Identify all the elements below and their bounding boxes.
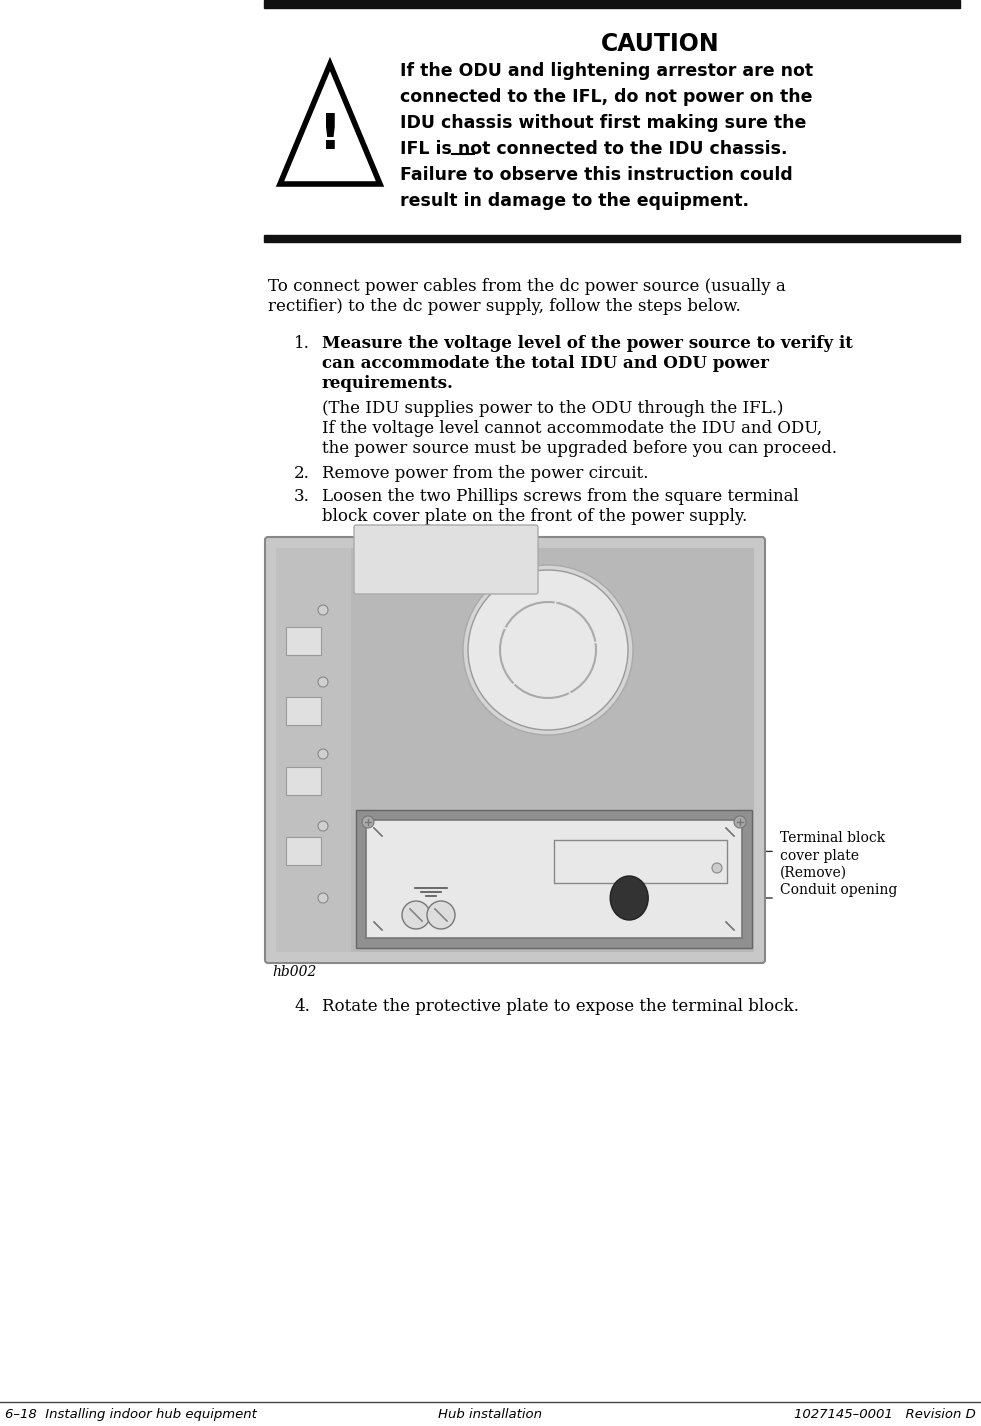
Text: requirements.: requirements.	[322, 375, 454, 392]
Text: hb002: hb002	[272, 965, 317, 980]
Text: result in damage to the equipment.: result in damage to the equipment.	[400, 193, 749, 210]
Text: 4.: 4.	[294, 998, 310, 1015]
Bar	[286, 627, 321, 655]
Text: the power source must be upgraded before you can proceed.: the power source must be upgraded before…	[322, 441, 837, 456]
Text: !: !	[319, 111, 341, 160]
Text: connected to the IFL, do not power on the: connected to the IFL, do not power on th…	[400, 88, 812, 106]
Bar	[356, 810, 752, 948]
Polygon shape	[280, 64, 380, 184]
Text: Rotate the protective plate to expose the terminal block.: Rotate the protective plate to expose th…	[322, 998, 799, 1015]
Text: CAUTION: CAUTION	[600, 31, 719, 56]
Bar	[264, 235, 960, 242]
Bar	[276, 548, 754, 953]
Circle shape	[318, 821, 328, 831]
Circle shape	[712, 863, 722, 873]
Text: block cover plate on the front of the power supply.: block cover plate on the front of the po…	[322, 508, 748, 525]
Text: can accommodate the total IDU and ODU power: can accommodate the total IDU and ODU po…	[322, 355, 769, 372]
Text: rectifier) to the dc power supply, follow the steps below.: rectifier) to the dc power supply, follo…	[268, 298, 741, 315]
Bar	[366, 820, 742, 938]
Text: IDU chassis without first making sure the: IDU chassis without first making sure th…	[400, 114, 806, 133]
Text: 6–18  Installing indoor hub equipment: 6–18 Installing indoor hub equipment	[5, 1407, 257, 1420]
Circle shape	[318, 893, 328, 903]
Text: Terminal block
cover plate
(Remove): Terminal block cover plate (Remove)	[780, 831, 885, 880]
Bar	[286, 837, 321, 866]
Circle shape	[734, 816, 746, 829]
Circle shape	[402, 901, 430, 928]
FancyBboxPatch shape	[354, 525, 538, 595]
Bar	[286, 697, 321, 724]
Circle shape	[463, 565, 633, 734]
Bar	[554, 840, 727, 883]
Circle shape	[468, 570, 628, 730]
Text: 1.: 1.	[294, 335, 310, 352]
Bar	[276, 548, 351, 953]
Text: Measure the voltage level of the power source to verify it: Measure the voltage level of the power s…	[322, 335, 852, 352]
Text: Conduit opening: Conduit opening	[780, 883, 898, 897]
Ellipse shape	[610, 876, 648, 920]
Circle shape	[318, 605, 328, 615]
Text: If the voltage level cannot accommodate the IDU and ODU,: If the voltage level cannot accommodate …	[322, 421, 822, 436]
Text: Remove power from the power circuit.: Remove power from the power circuit.	[322, 465, 648, 482]
Text: If the ODU and lightening arrestor are not: If the ODU and lightening arrestor are n…	[400, 61, 813, 80]
Text: Hub installation: Hub installation	[438, 1407, 542, 1420]
Text: To connect power cables from the dc power source (usually a: To connect power cables from the dc powe…	[268, 278, 786, 295]
Circle shape	[362, 816, 374, 829]
Bar	[264, 0, 960, 9]
Text: (The IDU supplies power to the ODU through the IFL.): (The IDU supplies power to the ODU throu…	[322, 401, 784, 416]
Bar	[286, 767, 321, 796]
Text: 2.: 2.	[294, 465, 310, 482]
Text: Loosen the two Phillips screws from the square terminal: Loosen the two Phillips screws from the …	[322, 488, 799, 505]
Text: 1027145–0001   Revision D: 1027145–0001 Revision D	[795, 1407, 976, 1420]
Circle shape	[427, 901, 455, 928]
Circle shape	[318, 677, 328, 687]
Circle shape	[318, 749, 328, 759]
FancyBboxPatch shape	[265, 538, 765, 963]
Text: IFL is not connected to the IDU chassis.: IFL is not connected to the IDU chassis.	[400, 140, 788, 158]
Text: 3.: 3.	[294, 488, 310, 505]
Text: Failure to observe this instruction could: Failure to observe this instruction coul…	[400, 165, 793, 184]
